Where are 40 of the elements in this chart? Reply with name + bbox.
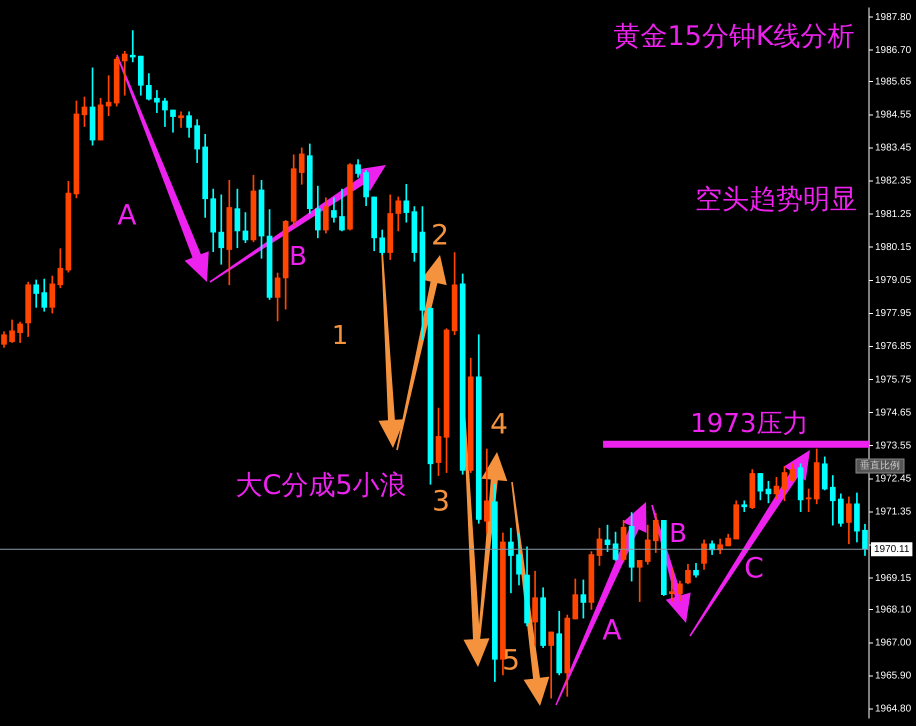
y-tick-label: 1974.65	[875, 407, 912, 418]
y-tick-label: 1975.75	[875, 374, 912, 386]
y-tick-label: 1981.25	[875, 208, 912, 220]
y-tick-label: 1972.45	[875, 474, 912, 485]
annotation: 4	[490, 407, 508, 440]
candlestick	[508, 528, 514, 594]
annotation: 5	[502, 643, 520, 676]
annotation: A	[117, 198, 137, 232]
y-tick-label: 1983.45	[875, 142, 912, 154]
y-tick-label: 1969.15	[875, 572, 912, 584]
annotation: 垂直比例	[860, 460, 900, 472]
y-tick-label: 1967.00	[875, 638, 912, 649]
annotation: B	[289, 242, 307, 272]
y-tick-label: 1980.15	[875, 242, 912, 253]
y-tick-label: 1968.10	[875, 604, 912, 616]
annotation: 1	[332, 320, 348, 351]
y-tick-label: 1971.35	[875, 506, 912, 518]
y-tick-label: 1987.80	[875, 12, 912, 23]
annotation: A	[602, 613, 622, 646]
y-tick-label: 1984.55	[875, 110, 912, 121]
y-tick-label: 1979.05	[875, 275, 912, 286]
y-tick-label: 1964.80	[875, 704, 912, 715]
y-tick-label: 1973.55	[875, 440, 912, 452]
annotation: C	[744, 551, 764, 584]
annotation: 大C分成5小浪	[235, 470, 407, 502]
y-tick-label: 1986.70	[875, 44, 912, 56]
annotation: 3	[432, 484, 450, 518]
annotation: B	[669, 518, 687, 549]
candlestick	[604, 524, 610, 552]
y-tick-label: 1977.95	[875, 308, 912, 320]
text: 黄金15分钟K线分析	[613, 21, 855, 52]
ref-line-label: 1973压力	[690, 408, 808, 439]
candlestick	[178, 111, 184, 128]
y-tick-label: 1985.65	[875, 76, 912, 88]
text: 空头趋势明显	[695, 184, 857, 216]
y-tick-label: 1976.85	[875, 341, 912, 352]
ref-line-label: 1970.11	[874, 544, 910, 555]
y-tick-label: 1982.35	[875, 176, 912, 187]
annotation: 2	[431, 218, 449, 252]
y-tick-label: 1965.90	[875, 670, 912, 682]
